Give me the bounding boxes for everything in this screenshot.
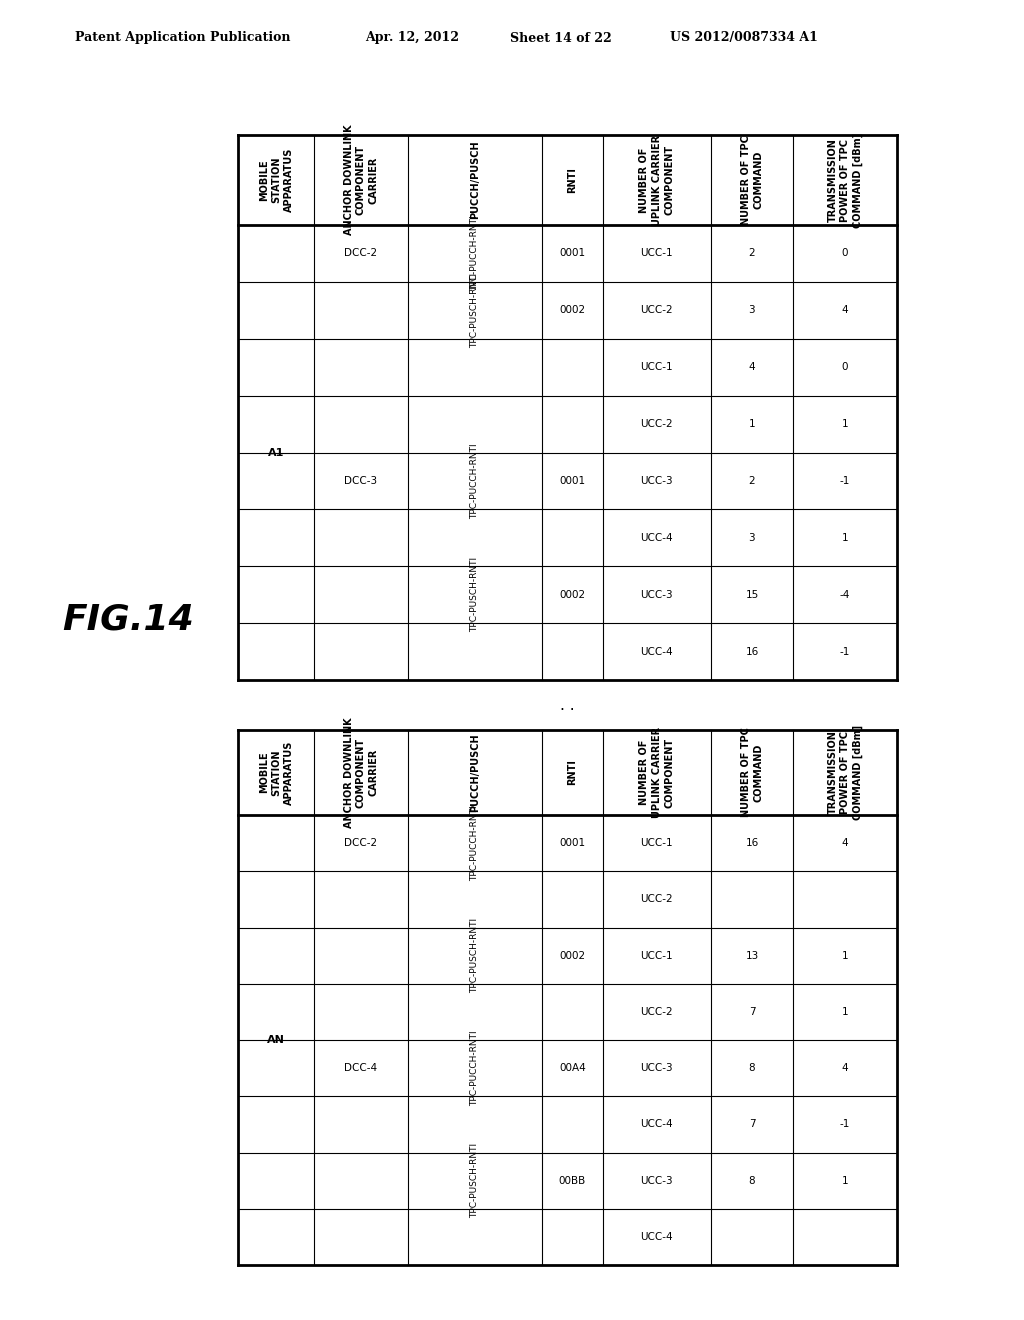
Text: RNTI: RNTI: [567, 168, 578, 193]
Text: 0001: 0001: [559, 477, 586, 486]
Text: NUMBER OF TPC
COMMAND: NUMBER OF TPC COMMAND: [740, 135, 763, 224]
Text: 00BB: 00BB: [559, 1176, 586, 1185]
Text: 4: 4: [749, 362, 756, 372]
Text: DCC-2: DCC-2: [344, 248, 378, 259]
Text: 00A4: 00A4: [559, 1063, 586, 1073]
Text: UCC-3: UCC-3: [640, 590, 673, 599]
Text: 0: 0: [842, 362, 848, 372]
Text: UCC-4: UCC-4: [640, 1119, 673, 1130]
Text: 1: 1: [842, 1176, 848, 1185]
Text: UCC-2: UCC-2: [640, 895, 673, 904]
Text: 0001: 0001: [559, 248, 586, 259]
Text: -1: -1: [840, 1119, 850, 1130]
Text: UCC-1: UCC-1: [640, 362, 673, 372]
Text: UCC-2: UCC-2: [640, 418, 673, 429]
Text: UCC-2: UCC-2: [640, 1007, 673, 1016]
Text: 15: 15: [745, 590, 759, 599]
Text: UCC-4: UCC-4: [640, 1232, 673, 1242]
Text: 0002: 0002: [559, 950, 586, 961]
Text: DCC-4: DCC-4: [344, 1063, 378, 1073]
Text: TPC-PUSCH-RNTI: TPC-PUSCH-RNTI: [470, 919, 479, 993]
Text: UCC-1: UCC-1: [640, 950, 673, 961]
Text: TPC-PUCCH-RNTI: TPC-PUCCH-RNTI: [470, 444, 479, 519]
Text: TRANSMISSION
POWER OF TPC
COMMAND [dBm]: TRANSMISSION POWER OF TPC COMMAND [dBm]: [827, 725, 862, 820]
Text: A1: A1: [268, 447, 285, 458]
Text: MOBILE
STATION
APPARATUS: MOBILE STATION APPARATUS: [259, 148, 294, 213]
Text: UCC-3: UCC-3: [640, 1176, 673, 1185]
Text: 8: 8: [749, 1176, 756, 1185]
Text: UCC-3: UCC-3: [640, 1063, 673, 1073]
Text: TPC-PUSCH-RNTI: TPC-PUSCH-RNTI: [470, 557, 479, 632]
Text: 16: 16: [745, 838, 759, 849]
Text: 7: 7: [749, 1007, 756, 1016]
Text: ANCHOR DOWNLINK
COMPONENT
CARRIER: ANCHOR DOWNLINK COMPONENT CARRIER: [344, 717, 378, 828]
Text: 16: 16: [745, 647, 759, 656]
Text: 1: 1: [749, 418, 756, 429]
Text: UCC-1: UCC-1: [640, 248, 673, 259]
Text: TPC-PUCCH-RNTI: TPC-PUCCH-RNTI: [470, 805, 479, 880]
Text: 1: 1: [842, 533, 848, 543]
Text: UCC-4: UCC-4: [640, 647, 673, 656]
Text: NUMBER OF
UPLINK CARRIER
COMPONENT: NUMBER OF UPLINK CARRIER COMPONENT: [639, 727, 674, 818]
Text: 8: 8: [749, 1063, 756, 1073]
Text: FIG.14: FIG.14: [62, 603, 194, 638]
Text: . .: . .: [560, 697, 574, 713]
Text: -1: -1: [840, 477, 850, 486]
Text: DCC-3: DCC-3: [344, 477, 378, 486]
Text: 13: 13: [745, 950, 759, 961]
Text: Sheet 14 of 22: Sheet 14 of 22: [510, 32, 611, 45]
Text: 7: 7: [749, 1119, 756, 1130]
Text: UCC-2: UCC-2: [640, 305, 673, 315]
Text: 2: 2: [749, 477, 756, 486]
Text: 0002: 0002: [559, 305, 586, 315]
Text: Patent Application Publication: Patent Application Publication: [75, 32, 291, 45]
Text: 1: 1: [842, 1007, 848, 1016]
Text: 4: 4: [842, 1063, 848, 1073]
Text: RNTI: RNTI: [567, 759, 578, 785]
Text: 2: 2: [749, 248, 756, 259]
Text: -1: -1: [840, 647, 850, 656]
Text: 1: 1: [842, 950, 848, 961]
Text: NUMBER OF
UPLINK CARRIER
COMPONENT: NUMBER OF UPLINK CARRIER COMPONENT: [639, 135, 674, 226]
Text: 0001: 0001: [559, 838, 586, 849]
Text: 3: 3: [749, 533, 756, 543]
Text: 0: 0: [842, 248, 848, 259]
Text: US 2012/0087334 A1: US 2012/0087334 A1: [670, 32, 818, 45]
Text: TPC-PUCCH-RNTI: TPC-PUCCH-RNTI: [470, 1031, 479, 1106]
Text: UCC-3: UCC-3: [640, 477, 673, 486]
Text: 4: 4: [842, 305, 848, 315]
Text: 0002: 0002: [559, 590, 586, 599]
Text: PUCCH/PUSCH: PUCCH/PUSCH: [470, 733, 480, 812]
Text: NUMBER OF TPC
COMMAND: NUMBER OF TPC COMMAND: [740, 727, 763, 817]
Text: TRANSMISSION
POWER OF TPC
COMMAND [dBm]: TRANSMISSION POWER OF TPC COMMAND [dBm]: [827, 132, 862, 227]
Text: 1: 1: [842, 418, 848, 429]
Text: -4: -4: [840, 590, 850, 599]
Text: Apr. 12, 2012: Apr. 12, 2012: [365, 32, 459, 45]
Text: AN: AN: [267, 1035, 285, 1045]
Text: TPC-PUSCH-RNTI: TPC-PUSCH-RNTI: [470, 1143, 479, 1218]
Text: UCC-1: UCC-1: [640, 838, 673, 849]
Text: 3: 3: [749, 305, 756, 315]
Text: TPC-PUSCH-RNTI: TPC-PUSCH-RNTI: [470, 273, 479, 348]
Text: UCC-4: UCC-4: [640, 533, 673, 543]
Text: ANCHOR DOWNLINK
COMPONENT
CARRIER: ANCHOR DOWNLINK COMPONENT CARRIER: [344, 124, 378, 235]
Text: 4: 4: [842, 838, 848, 849]
Text: MOBILE
STATION
APPARATUS: MOBILE STATION APPARATUS: [259, 741, 294, 805]
Text: TPC-PUCCH-RNTI: TPC-PUCCH-RNTI: [470, 215, 479, 292]
Text: PUCCH/PUSCH: PUCCH/PUSCH: [470, 141, 480, 219]
Text: DCC-2: DCC-2: [344, 838, 378, 849]
